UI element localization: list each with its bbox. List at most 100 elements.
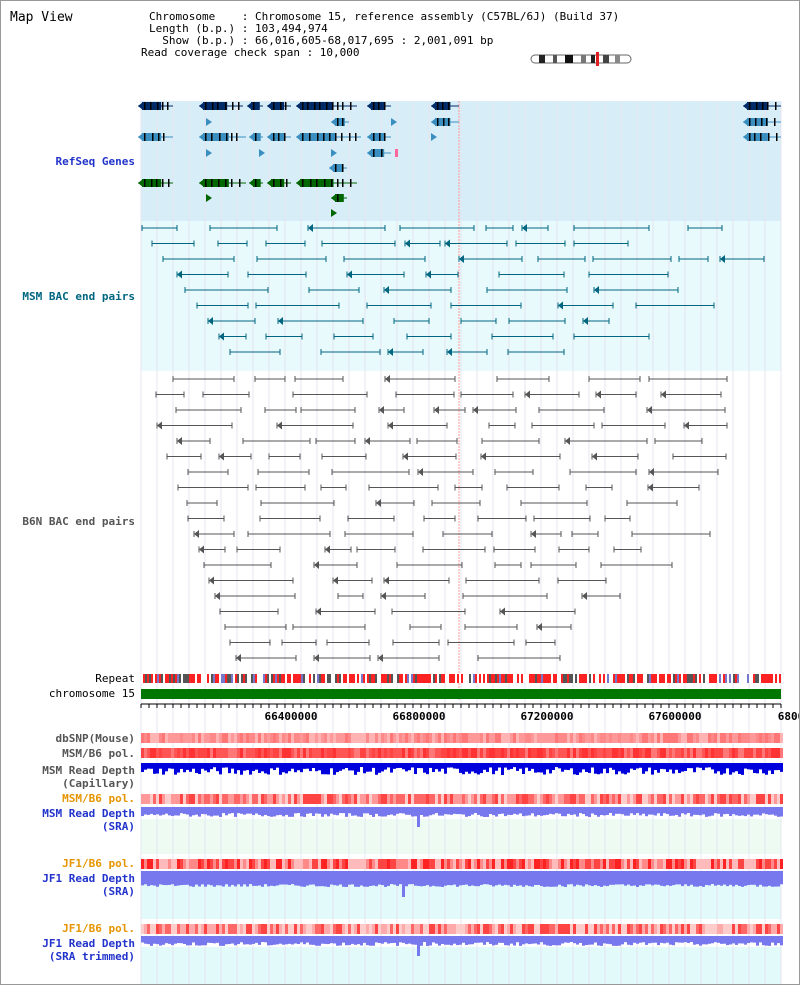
info-length: Length (b.p.) : 103,494,974	[149, 22, 328, 35]
msm-bac-pair	[425, 270, 459, 279]
repeat-block	[267, 674, 269, 683]
dbsnp-cell	[774, 733, 777, 743]
msm-depth-cap-bar	[657, 763, 660, 773]
jf1-depth-sra-bar	[477, 871, 480, 887]
msm-depth-cap-bar	[696, 763, 699, 768]
jf1-pol2-cell	[414, 924, 417, 934]
msm-depth-cap-bar	[633, 763, 636, 770]
dbsnp-cell	[567, 733, 570, 743]
msm-depth-cap-bar	[549, 763, 552, 774]
msm-bac-pair	[307, 224, 386, 232]
jf1-depth-sra-bar	[150, 871, 153, 886]
jf1-depth-sra-bar	[168, 871, 171, 885]
repeat-block	[285, 674, 287, 683]
msm-depth-sra-bar	[414, 807, 417, 817]
msm-bac-pair	[162, 256, 235, 262]
msm-depth-sra-bar	[267, 807, 270, 817]
msm-depth-cap-bar	[666, 763, 669, 772]
jf1-depth-sra-bar	[522, 871, 525, 887]
jf1-pol-cell	[342, 859, 345, 869]
jf1-depth-sra-bar	[765, 871, 768, 887]
msm-pol2-cell	[267, 794, 270, 804]
jf1-pol-cell	[585, 859, 588, 869]
b6n-bac-pair	[646, 406, 726, 414]
dbsnp-cell	[255, 733, 258, 743]
jf1-pol-cell	[186, 859, 189, 869]
msm-bac-pair	[573, 333, 650, 340]
msm-depth-sra-bar	[348, 807, 351, 814]
jf1-depth-trim-bar	[711, 936, 714, 944]
msm-depth-sra-bar	[438, 807, 441, 816]
jf1-depth-trim-bar	[555, 936, 558, 946]
jf1-depth-sra-bar	[303, 871, 306, 887]
repeat-block	[397, 674, 399, 683]
dbsnp-cell	[384, 733, 387, 743]
dbsnp-cell	[687, 733, 690, 743]
dbsnp-cell	[573, 733, 576, 743]
repeat-block	[563, 674, 565, 683]
msm-pol2-cell	[762, 794, 765, 804]
msm-depth-sra-bar	[714, 807, 717, 814]
repeat-block	[507, 674, 509, 683]
jf1-pol-cell	[780, 859, 783, 869]
refseq-gene	[431, 133, 437, 141]
jf1-depth-sra-bar	[174, 871, 177, 886]
msm-depth-sra-bar	[222, 807, 225, 814]
msm-pol2-cell	[153, 794, 156, 804]
repeat-block	[219, 674, 221, 683]
msm-depth-cap-bar	[690, 763, 693, 769]
track-label-b6n-bac: B6N BAC end pairs	[22, 515, 135, 528]
b6n-bac-pair	[260, 500, 335, 506]
jf1-pol2-cell	[432, 924, 435, 934]
jf1-depth-trim-bar	[357, 936, 360, 945]
jf1-depth-sra-bar	[423, 871, 426, 886]
jf1-depth-trim-bar	[333, 936, 336, 944]
dbsnp-cell	[756, 733, 759, 743]
dbsnp-cell	[285, 733, 288, 743]
b6n-bac-pair	[176, 437, 211, 445]
repeat-block	[589, 674, 591, 683]
msm-depth-cap-bar	[354, 763, 357, 775]
repeat-block	[521, 674, 523, 683]
msm-depth-cap-bar	[720, 763, 723, 775]
msm-pol-cell	[447, 748, 450, 758]
msm-pol2-cell	[477, 794, 480, 804]
dbsnp-cell	[213, 733, 216, 743]
b6n-bac-pair	[384, 375, 456, 383]
jf1-pol-cell	[534, 859, 537, 869]
repeat-block	[429, 674, 431, 683]
jf1-depth-sra-bar	[234, 871, 237, 887]
repeat-block	[425, 674, 427, 683]
jf1-depth-sra-bar	[285, 871, 288, 885]
jf1-pol2-cell	[696, 924, 699, 934]
repeat-block	[709, 674, 711, 683]
jf1-depth-sra-bar	[468, 871, 471, 887]
jf1-depth-trim-bar	[456, 936, 459, 946]
repeat-block	[365, 674, 367, 683]
dbsnp-cell	[375, 733, 378, 743]
jf1-pol2-cell	[618, 924, 621, 934]
jf1-depth-sra-bar	[609, 871, 612, 885]
jf1-depth-trim-bar	[585, 936, 588, 946]
repeat-block	[311, 674, 313, 683]
chromosome-ideogram[interactable]	[529, 52, 635, 66]
jf1-pol-cell	[267, 859, 270, 869]
jf1-depth-trim-bar	[504, 936, 507, 946]
repeat-block	[661, 674, 663, 683]
repeat-block	[155, 674, 157, 683]
msm-depth-cap-bar	[705, 763, 708, 768]
msm-depth-sra-bar	[570, 807, 573, 815]
msm-pol2-cell	[366, 794, 369, 804]
jf1-depth-sra-bar	[384, 871, 387, 887]
dbsnp-cell	[693, 733, 696, 743]
msm-pol2-cell	[327, 794, 330, 804]
msm-depth-sra-bar	[366, 807, 369, 814]
jf1-depth-trim-bar	[531, 936, 534, 944]
jf1-depth-sra-bar	[510, 871, 513, 887]
repeat-block	[315, 674, 317, 683]
refseq-gene	[331, 194, 347, 202]
msm-pol2-cell	[297, 794, 300, 804]
jf1-depth-sra-bar	[180, 871, 183, 886]
refseq-gene	[267, 133, 291, 141]
